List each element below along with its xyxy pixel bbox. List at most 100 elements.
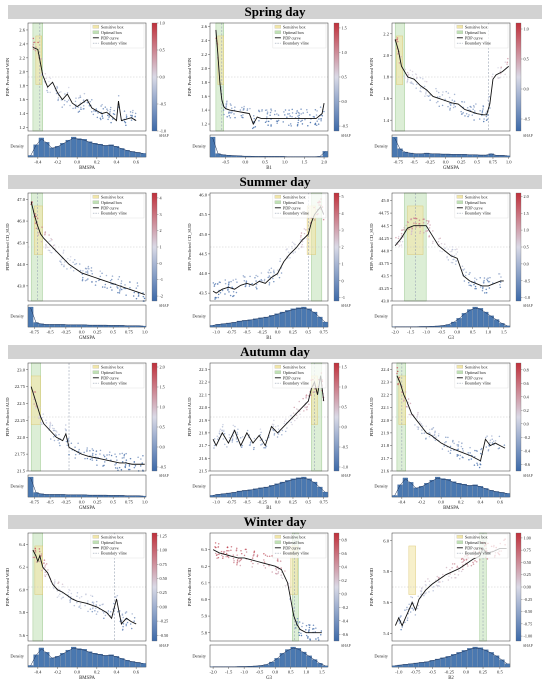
x-tick-label: 0.5 — [497, 670, 503, 675]
scatter-point — [230, 104, 232, 106]
scatter-point — [74, 107, 77, 109]
scatter-point — [429, 94, 431, 96]
scatter-point — [275, 569, 278, 571]
histogram-bar — [140, 153, 146, 158]
histogram-bar — [210, 136, 216, 158]
scatter-point — [307, 239, 310, 241]
x-tick-label: -1.0 — [241, 670, 249, 675]
scatter-point — [315, 638, 317, 640]
scatter-point — [110, 121, 112, 124]
scatter-point — [455, 253, 457, 255]
scatter-point — [282, 121, 284, 123]
scatter-point — [454, 105, 457, 108]
colorbar-tick-label: 0.0 — [342, 99, 347, 104]
scatter-point — [410, 217, 412, 220]
scatter-point — [491, 435, 493, 437]
y-tick-label: 21.5 — [199, 469, 208, 474]
scatter-point — [298, 114, 300, 117]
scatter-point — [420, 592, 422, 595]
scatter-point — [56, 85, 58, 88]
scatter-point — [293, 607, 295, 609]
scatter-point — [67, 86, 70, 89]
x-tick-label: -1.0 — [213, 330, 221, 335]
scatter-point — [41, 226, 43, 228]
scatter-point — [444, 98, 446, 101]
scatter-point — [236, 431, 238, 434]
histogram-bar — [295, 477, 302, 498]
scatter-point — [226, 549, 228, 552]
scatter-point — [260, 431, 262, 434]
scatter-point — [89, 608, 92, 610]
scatter-point — [400, 232, 403, 235]
scatter-point — [99, 604, 101, 607]
scatter-point — [35, 227, 38, 230]
scatter-point — [44, 72, 47, 75]
scatter-point — [275, 572, 278, 575]
colorbar-tick-label: 1.0 — [524, 228, 529, 233]
scatter-point — [405, 224, 407, 227]
legend-pdp-curve-label: PDP curve — [283, 35, 301, 40]
x-tick-label: 0.0 — [275, 330, 281, 335]
scatter-point — [230, 549, 232, 552]
scatter-point — [499, 70, 502, 72]
scatter-point — [60, 258, 63, 261]
plot-frame — [391, 532, 511, 642]
scatter-point — [485, 115, 488, 118]
legend-sensitive-box-swatch — [274, 365, 282, 369]
scatter-point — [237, 428, 239, 430]
density-label: Density — [192, 484, 206, 489]
histogram-bar — [60, 653, 66, 668]
x-tick-label: 1.0 — [142, 500, 148, 505]
legend-optimal-box-swatch — [92, 370, 100, 374]
y-tick-label: 6.4 — [19, 542, 25, 547]
legend-boundary-vline-label: Boundary vline — [283, 211, 309, 216]
histogram-bar — [71, 646, 77, 668]
scatter-point — [56, 431, 58, 433]
x-tick-label: -1.0 — [213, 500, 221, 505]
scatter-point — [293, 242, 295, 245]
scatter-point — [92, 603, 95, 605]
scatter-point — [99, 117, 102, 119]
scatter-point — [34, 49, 37, 52]
histogram-bar — [130, 661, 136, 668]
scatter-point — [125, 623, 128, 625]
scatter-point — [78, 606, 80, 608]
scatter-point — [416, 607, 419, 610]
scatter-point — [261, 110, 263, 112]
scatter-point — [79, 94, 81, 97]
x-tick-label: 0.2 — [94, 160, 100, 165]
scatter-point — [66, 100, 68, 103]
scatter-point — [46, 87, 49, 89]
scatter-point — [498, 447, 501, 449]
scatter-point — [427, 578, 429, 580]
scatter-point — [266, 116, 268, 118]
scatter-point — [131, 613, 133, 615]
scatter-point — [112, 113, 115, 115]
scatter-point — [118, 466, 121, 469]
x-tick-label: 0.2 — [458, 500, 464, 505]
scatter-point — [417, 604, 420, 607]
scatter-point — [101, 272, 103, 274]
scatter-point — [291, 245, 293, 248]
scatter-point — [125, 294, 127, 296]
scatter-point — [81, 278, 84, 281]
scatter-point — [232, 279, 234, 281]
scatter-point — [478, 466, 481, 469]
colorbar — [515, 532, 522, 642]
scatter-point — [452, 258, 454, 261]
histogram-bar — [312, 311, 318, 328]
scatter-point — [236, 564, 238, 566]
scatter-point — [400, 55, 402, 58]
histogram-bar — [231, 492, 237, 498]
scatter-point — [217, 293, 220, 296]
scatter-point — [128, 468, 131, 471]
scatter-point — [124, 465, 126, 468]
scatter-point — [74, 259, 76, 261]
scatter-point — [279, 260, 281, 262]
y-tick-label: 22.0 — [199, 405, 208, 410]
y-tick-label: 2.0 — [19, 69, 25, 74]
colorbar-tick-label: 0.5 — [524, 57, 529, 62]
scatter-point — [428, 435, 431, 438]
scatter-point — [125, 117, 128, 119]
scatter-point — [239, 564, 242, 567]
